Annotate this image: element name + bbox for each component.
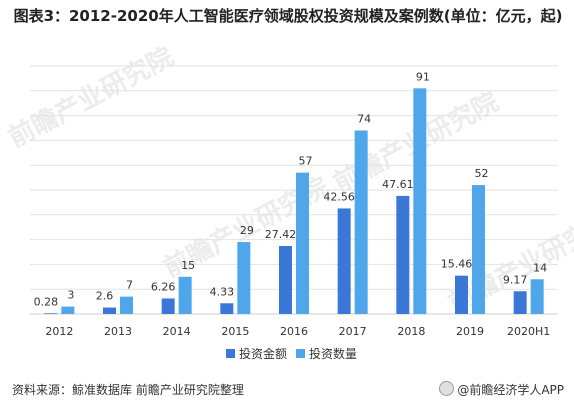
source-note: 资料来源：鲸准数据库 前瞻产业研究院整理	[12, 383, 244, 397]
x-tick-label: 2019	[456, 325, 484, 338]
x-tick-label: 2013	[104, 325, 132, 338]
legend-label: 投资金额	[239, 346, 287, 361]
data-label: 47.61	[382, 178, 414, 191]
bar-count	[472, 185, 485, 314]
data-label: 4.33	[210, 285, 235, 298]
brand-text: @前瞻经济学人APP	[457, 383, 564, 397]
legend: 投资金额 投资数量	[226, 346, 357, 361]
data-label: 57	[299, 155, 313, 168]
x-tick-label: 2012	[45, 325, 73, 338]
x-tick-label: 2015	[221, 325, 249, 338]
data-label: 7	[126, 279, 133, 292]
bar-count	[296, 172, 309, 314]
bars	[44, 88, 544, 314]
legend-label: 投资数量	[309, 346, 357, 361]
bar-amount	[44, 313, 58, 314]
bar-count	[530, 279, 544, 314]
watermark-text: 前瞻产业研究院	[3, 41, 178, 154]
data-label: 9.17	[503, 273, 528, 286]
x-tick-label: 2016	[280, 325, 308, 338]
data-label: 3	[67, 289, 74, 302]
bar-amount	[396, 195, 410, 314]
data-label: 15.46	[441, 258, 473, 271]
bar-count	[354, 130, 368, 314]
x-tick-label: 2017	[339, 325, 367, 338]
bar-count	[120, 296, 133, 314]
bar-amount	[279, 245, 292, 314]
data-label: 29	[240, 224, 254, 237]
data-label: 91	[416, 70, 430, 83]
x-tick-label: 2014	[163, 325, 191, 338]
legend-swatch	[226, 349, 235, 358]
data-label: 15	[181, 259, 195, 272]
bar-amount	[220, 303, 234, 314]
data-label: 6.26	[151, 280, 176, 293]
bar-count	[178, 276, 192, 314]
legend-swatch	[296, 349, 305, 358]
data-label: 2.6	[96, 290, 114, 303]
bar-amount	[513, 291, 527, 314]
x-tick-label: 2018	[397, 325, 425, 338]
x-tick-label: 2020H1	[507, 325, 550, 338]
brand-logo-icon	[439, 381, 455, 396]
bar-amount	[455, 275, 468, 314]
data-label: 0.28	[34, 295, 59, 308]
x-axis-ticks: 2012 2013 2014 2015 2016 2017 2018 2019 2020H1	[45, 325, 550, 338]
chart-title: 图表3：2012-2020年人工智能医疗领域股权投资规模及案例数(单位：亿元，起…	[13, 7, 563, 25]
data-label: 42.56	[323, 190, 355, 203]
data-label: 74	[357, 112, 371, 125]
bar-amount	[161, 298, 175, 314]
bar-amount	[103, 307, 116, 314]
bar-count	[237, 242, 251, 314]
data-label: 52	[475, 167, 489, 180]
bar-count	[413, 88, 427, 314]
bar-amount	[337, 208, 351, 314]
data-labels: 0.28 3 2.6 7 6.26 15 4.33 29 27.42 57 42.56 74 47.61…	[34, 70, 548, 308]
bar-count	[61, 306, 75, 314]
brand-credit: @前瞻经济学人APP	[439, 381, 564, 398]
gridlines	[30, 65, 558, 315]
data-label: 14	[533, 261, 547, 274]
data-label: 27.42	[265, 228, 297, 241]
